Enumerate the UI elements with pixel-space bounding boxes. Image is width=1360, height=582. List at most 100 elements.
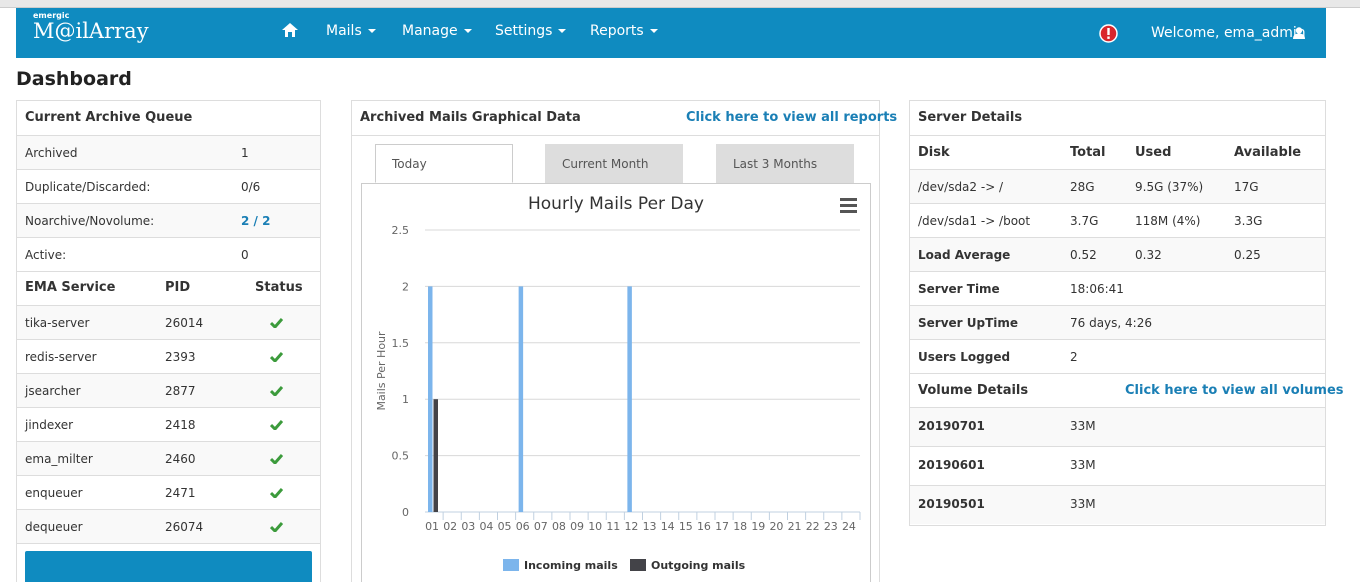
archive-panel	[16, 100, 321, 582]
service-pid: 26014	[165, 316, 204, 330]
queue-value: 0	[241, 248, 249, 262]
legend-swatch	[503, 559, 519, 571]
status-check	[270, 318, 283, 328]
x-tick-label: 02	[443, 520, 457, 533]
service-name: enqueuer	[25, 486, 83, 500]
menu-icon	[840, 210, 857, 213]
disk-cell: Load Average	[918, 248, 1011, 262]
queue-label: Duplicate/Discarded:	[25, 180, 151, 194]
disk-cell: 17G	[1234, 180, 1259, 194]
service-pid: 2471	[165, 486, 196, 500]
row-divider	[910, 373, 1325, 374]
row-divider	[910, 271, 1325, 272]
y-axis-label: Mails Per Hour	[375, 331, 388, 411]
volume-size: 33M	[1070, 458, 1096, 472]
y-tick-label: 1	[402, 393, 409, 406]
nav-menu[interactable]: Manage	[402, 23, 472, 39]
row-divider	[17, 169, 320, 170]
row-divider	[17, 305, 320, 306]
info-label: Users Logged	[918, 350, 1011, 364]
x-tick-label: 21	[788, 520, 802, 533]
legend-label: Outgoing mails	[651, 559, 746, 572]
row-divider	[910, 339, 1325, 340]
service-pid: 2418	[165, 418, 196, 432]
volumes-link[interactable]: Click here to view all volumes	[1125, 383, 1344, 398]
x-tick-label: 15	[679, 520, 693, 533]
queue-value: 1	[241, 146, 249, 160]
x-tick-label: 24	[842, 520, 856, 533]
row-divider	[17, 135, 320, 136]
row-divider	[17, 271, 320, 272]
service-pid: 2460	[165, 452, 196, 466]
browser-strip	[0, 0, 1360, 8]
status-check	[270, 488, 283, 498]
row-stripe	[910, 170, 1325, 203]
service-name: dequeuer	[25, 520, 83, 534]
x-tick-label: 06	[516, 520, 530, 533]
y-tick-label: 0	[402, 506, 409, 519]
row-divider	[910, 305, 1325, 306]
disk-header: Available	[1234, 145, 1302, 160]
service-name: jindexer	[25, 418, 74, 432]
bar	[428, 286, 433, 512]
row-stripe	[910, 306, 1325, 339]
navbar	[16, 8, 1326, 58]
row-divider	[910, 407, 1325, 408]
x-tick-label: 18	[733, 520, 747, 533]
alert-icon[interactable]	[1099, 24, 1118, 43]
queue-label: Active:	[25, 248, 67, 262]
reports-link[interactable]: Click here to view all reports	[686, 110, 898, 125]
panel-title: Current Archive Queue	[25, 110, 193, 125]
row-stripe	[17, 374, 320, 407]
row-divider	[910, 446, 1325, 447]
menu-icon	[840, 204, 857, 207]
menu-icon	[840, 198, 857, 201]
queue-label: Noarchive/Novolume:	[25, 214, 155, 228]
x-tick-label: 01	[425, 520, 439, 533]
x-tick-label: 16	[697, 520, 711, 533]
info-value: 18:06:41	[1070, 282, 1124, 296]
service-header: EMA Service	[25, 280, 116, 295]
disk-header: Disk	[918, 145, 950, 160]
row-divider	[352, 135, 879, 136]
x-tick-label: 19	[751, 520, 765, 533]
restart-button[interactable]	[25, 551, 312, 582]
service-name: jsearcher	[25, 384, 81, 398]
panel-title: Server Details	[918, 110, 1023, 125]
row-stripe	[17, 136, 320, 169]
service-header: Status	[255, 280, 303, 295]
tab[interactable]: Current Month	[545, 144, 683, 183]
x-tick-label: 10	[588, 520, 602, 533]
x-tick-label: 17	[715, 520, 729, 533]
chart-frame	[361, 183, 871, 582]
welcome[interactable]: Welcome, ema_admin	[1151, 25, 1306, 41]
bar	[627, 286, 632, 512]
disk-cell: 0.25	[1234, 248, 1261, 262]
service-pid: 26074	[165, 520, 204, 534]
disk-cell: /dev/sda1 -> /boot	[918, 214, 1031, 228]
disk-cell: 0.52	[1070, 248, 1097, 262]
status-check	[270, 386, 283, 396]
row-stripe	[17, 306, 320, 339]
nav-menu[interactable]: Mails	[326, 23, 376, 39]
queue-value[interactable]: 2 / 2	[241, 214, 271, 228]
x-tick-label: 12	[624, 520, 638, 533]
x-tick-label: 05	[498, 520, 512, 533]
x-tick-label: 08	[552, 520, 566, 533]
home-icon[interactable]	[282, 23, 298, 37]
row-divider	[910, 237, 1325, 238]
bar	[433, 399, 438, 512]
tab[interactable]: Today	[375, 144, 513, 183]
service-name: ema_milter	[25, 452, 93, 466]
brand-name[interactable]: M@ilArray	[33, 19, 149, 43]
row-divider	[910, 203, 1325, 204]
nav-menu[interactable]: Reports	[590, 23, 658, 39]
nav-menu[interactable]: Settings	[495, 23, 567, 39]
x-tick-label: 11	[606, 520, 620, 533]
disk-cell: 3.3G	[1234, 214, 1263, 228]
tab[interactable]: Last 3 Months	[716, 144, 854, 183]
info-value: 2	[1070, 350, 1078, 364]
x-tick-label: 03	[461, 520, 475, 533]
